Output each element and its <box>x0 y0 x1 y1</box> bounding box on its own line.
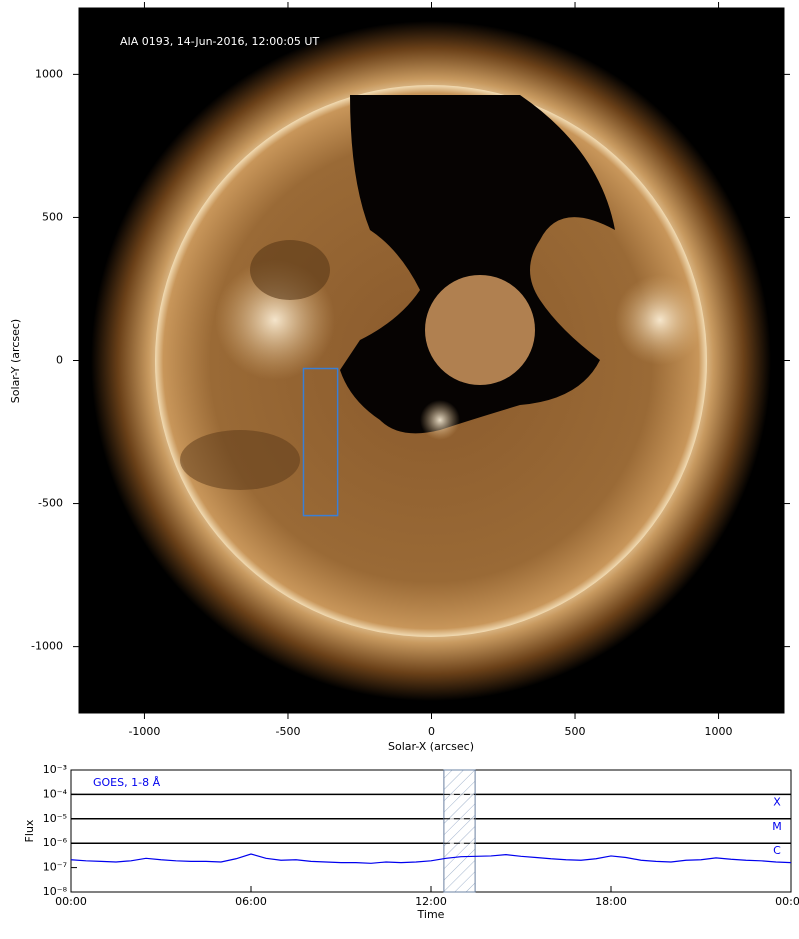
y-tick-label: 10⁻⁸ <box>43 885 68 898</box>
y-tick-label: 500 <box>42 210 63 223</box>
x-tick-label: 1000 <box>705 725 733 738</box>
y-tick-label: 0 <box>56 354 63 367</box>
y-tick-label: -500 <box>38 497 63 510</box>
y-tick-label: 1000 <box>35 67 63 80</box>
x-tick-label: 12:00 <box>415 895 447 908</box>
x-tick-label: 00:00 <box>775 895 799 908</box>
bottom-frame <box>70 769 792 893</box>
solar-image: AIA 0193, 14-Jun-2016, 12:00:05 UT <box>79 8 784 713</box>
x-tick-label: 0 <box>428 725 435 738</box>
y-tick-label: -1000 <box>31 640 63 653</box>
y-tick-label: 10⁻⁴ <box>43 787 68 800</box>
y-axis-label: Flux <box>23 819 36 842</box>
x-tick-label: 18:00 <box>595 895 627 908</box>
flare-class-label: M <box>772 820 782 833</box>
x-tick-label: -1000 <box>128 725 160 738</box>
y-axis-label: Solar-Y (arcsec) <box>9 319 22 403</box>
y-tick-label: 10⁻⁵ <box>43 812 67 825</box>
flare-class-label: C <box>773 844 781 857</box>
series-line <box>70 853 792 864</box>
x-tick-label: 00:00 <box>55 895 87 908</box>
x-axis-label: Solar-X (arcsec) <box>388 740 474 753</box>
image-annotation: AIA 0193, 14-Jun-2016, 12:00:05 UT <box>120 35 319 48</box>
y-tick-label: 10⁻⁶ <box>43 836 68 849</box>
time-highlight <box>443 769 476 893</box>
x-axis-label: Time <box>417 908 445 921</box>
x-tick-label: 500 <box>565 725 586 738</box>
y-tick-label: 10⁻⁷ <box>43 861 67 874</box>
legend-entry: GOES, 1-8 Å <box>93 776 161 789</box>
y-tick-label: 10⁻³ <box>43 763 67 776</box>
flare-class-label: X <box>773 795 781 808</box>
x-tick-label: 06:00 <box>235 895 267 908</box>
region-box <box>302 367 339 517</box>
x-tick-label: -500 <box>275 725 300 738</box>
